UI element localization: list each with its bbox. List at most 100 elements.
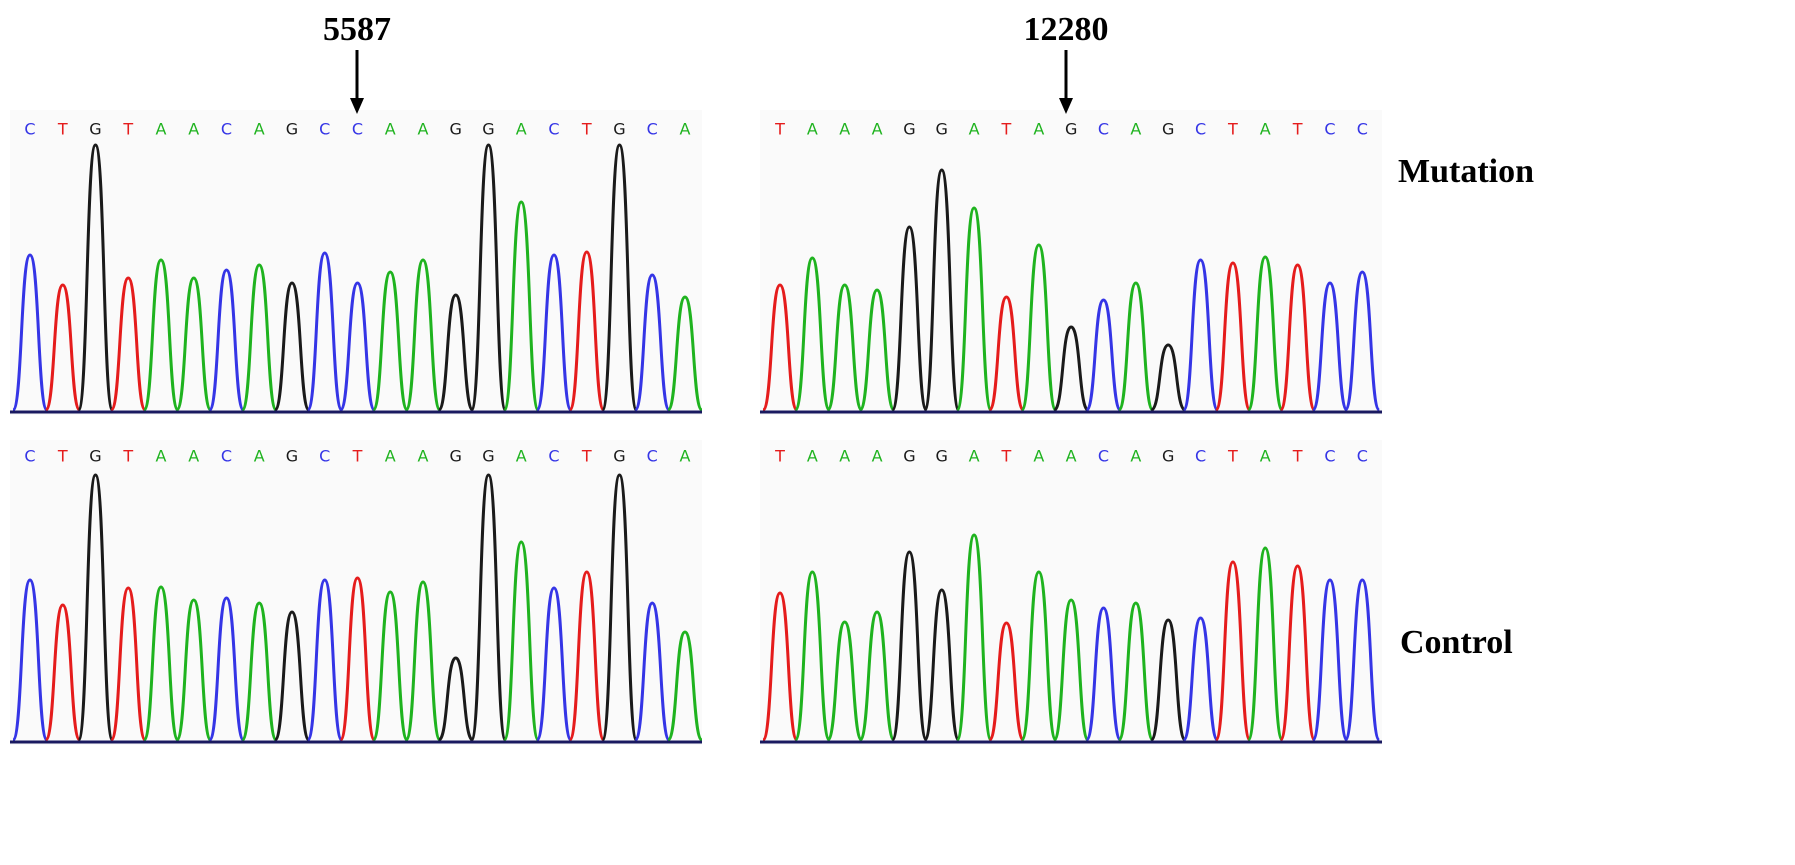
base-call: A xyxy=(156,447,167,466)
peak xyxy=(437,293,475,412)
peak xyxy=(761,591,799,742)
base-call: G xyxy=(1162,120,1174,139)
peak xyxy=(77,473,114,742)
peak xyxy=(826,283,864,412)
peak xyxy=(371,590,409,742)
peak xyxy=(371,270,409,412)
peak xyxy=(1117,281,1155,412)
base-call: C xyxy=(647,120,658,139)
peak xyxy=(1117,601,1155,742)
base-call: C xyxy=(1098,447,1109,466)
peak xyxy=(11,578,49,742)
peak xyxy=(1085,606,1122,742)
base-call: A xyxy=(1130,447,1141,466)
base-call: A xyxy=(872,447,883,466)
peak xyxy=(208,596,245,742)
peak xyxy=(109,586,147,742)
peak xyxy=(240,263,278,412)
base-call: C xyxy=(24,120,35,139)
peak xyxy=(1149,618,1187,742)
peak xyxy=(1150,343,1187,412)
base-call: A xyxy=(385,447,396,466)
base-call: G xyxy=(286,447,298,466)
peak xyxy=(633,273,671,412)
peak xyxy=(77,143,114,412)
base-call: C xyxy=(221,120,232,139)
base-call: T xyxy=(1292,447,1303,466)
base-call: C xyxy=(319,447,330,466)
base-call: A xyxy=(418,447,429,466)
base-call: C xyxy=(221,447,232,466)
peak xyxy=(1246,546,1284,742)
peak xyxy=(240,601,278,742)
base-call: G xyxy=(903,120,915,139)
peak xyxy=(339,576,376,742)
peak xyxy=(1279,564,1317,742)
peak xyxy=(470,473,507,742)
base-call: A xyxy=(254,120,265,139)
base-call: G xyxy=(936,447,948,466)
peak xyxy=(1182,616,1220,742)
peak xyxy=(1020,570,1058,742)
base-call: C xyxy=(352,120,363,139)
base-call: G xyxy=(450,447,462,466)
arrowhead xyxy=(1059,98,1073,114)
base-call: A xyxy=(872,120,883,139)
peak xyxy=(1085,298,1122,412)
peak xyxy=(633,601,671,742)
peak xyxy=(858,288,896,412)
peak xyxy=(535,586,573,742)
peak xyxy=(11,253,49,412)
base-call: T xyxy=(774,447,785,466)
peak xyxy=(404,258,442,412)
peak xyxy=(306,251,344,412)
peak xyxy=(1182,258,1220,412)
peak xyxy=(1052,598,1090,742)
peak xyxy=(273,610,311,742)
peak xyxy=(826,620,864,742)
base-call: C xyxy=(1195,120,1206,139)
base-call: T xyxy=(1292,120,1303,139)
peak xyxy=(339,281,376,412)
panel-bg xyxy=(760,440,1382,745)
peak xyxy=(923,588,961,742)
base-call: G xyxy=(482,447,494,466)
peak xyxy=(890,550,928,742)
base-call: A xyxy=(969,120,980,139)
base-call: A xyxy=(1260,120,1271,139)
base-call: A xyxy=(188,447,199,466)
base-call: A xyxy=(1260,447,1271,466)
base-call: C xyxy=(548,120,559,139)
base-call: A xyxy=(1033,120,1044,139)
base-call: A xyxy=(969,447,980,466)
base-call: A xyxy=(418,120,429,139)
base-call: C xyxy=(1357,120,1368,139)
peak xyxy=(666,295,704,412)
base-call: G xyxy=(613,447,625,466)
position-label: 5587 xyxy=(323,11,391,48)
peak xyxy=(175,598,213,742)
base-call: A xyxy=(680,120,691,139)
arrowhead xyxy=(350,98,364,114)
panel-bg xyxy=(10,110,702,415)
peak xyxy=(890,225,928,412)
base-call: T xyxy=(581,120,592,139)
peak xyxy=(568,250,606,412)
base-call: C xyxy=(1098,120,1109,139)
base-call: T xyxy=(1001,447,1012,466)
position-label: 12280 xyxy=(1024,11,1109,48)
base-call: G xyxy=(89,120,101,139)
panel-bg xyxy=(760,110,1382,415)
peak xyxy=(404,580,442,742)
base-call: T xyxy=(1001,120,1012,139)
base-call: A xyxy=(839,447,850,466)
base-call: A xyxy=(839,120,850,139)
peak xyxy=(761,283,799,412)
peak xyxy=(568,570,606,742)
base-call: G xyxy=(1065,120,1077,139)
peak xyxy=(502,540,540,742)
peak xyxy=(306,578,344,742)
peak xyxy=(1343,578,1381,742)
peak xyxy=(535,253,573,412)
